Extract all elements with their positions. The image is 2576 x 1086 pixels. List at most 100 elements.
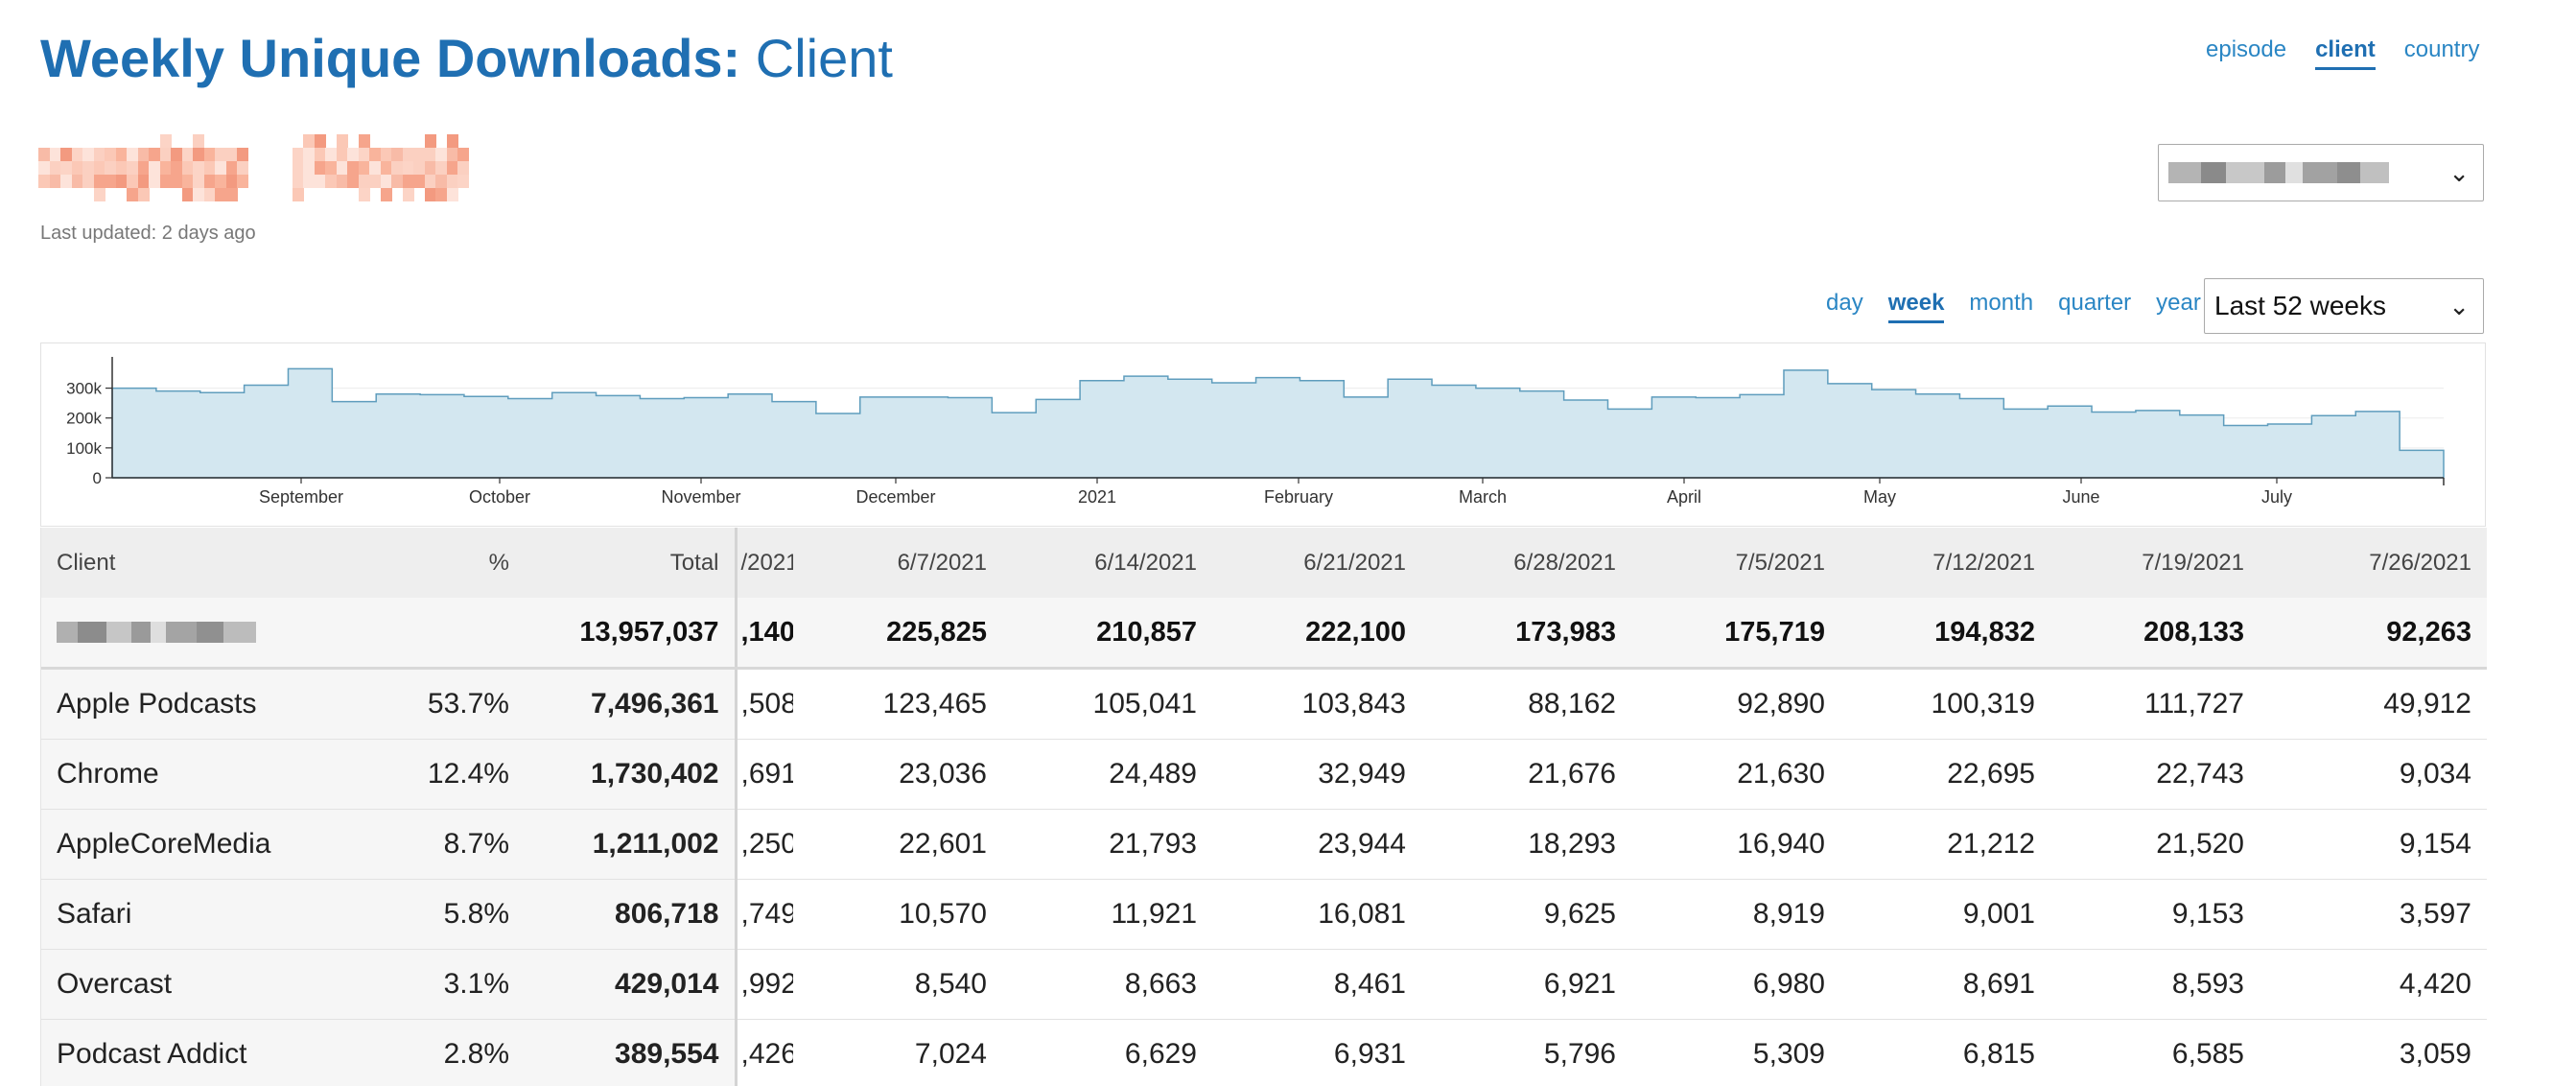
col-week[interactable]: 6/21/2021 [1212, 528, 1421, 598]
week-bar [1564, 400, 1608, 478]
podcast-select[interactable]: ⌄ [2158, 144, 2484, 201]
total-week-value: 208,133 [2050, 598, 2260, 670]
table-row[interactable]: Overcast 3.1% 429,014,992 8,540 8,663 8,461 6,… [41, 949, 2487, 1020]
chevron-down-icon: ⌄ [2448, 157, 2470, 187]
redacted-pixel [435, 161, 447, 175]
week-value: 21,212 [1840, 809, 2050, 880]
week-bar [1872, 390, 1916, 478]
redacted-pixel [380, 161, 392, 175]
col-week[interactable]: 6/7/2021 [793, 528, 1002, 598]
tab-episode[interactable]: episode [2206, 36, 2287, 62]
week-bar [420, 394, 464, 478]
week-value: 21,520 [2050, 809, 2260, 880]
week-bar [376, 394, 420, 478]
redacted-pixel [181, 161, 194, 175]
period-year[interactable]: year [2156, 290, 2201, 316]
redacted-pixel [446, 148, 458, 161]
col-week[interactable]: 7/12/2021 [1840, 528, 2050, 598]
redacted-pixel [105, 161, 116, 175]
col-week[interactable]: 7/19/2021 [2050, 528, 2260, 598]
period-day[interactable]: day [1826, 290, 1863, 316]
redacted-pixel [159, 148, 172, 161]
week-bar [684, 398, 728, 478]
redacted-pixel [215, 175, 226, 188]
tab-client[interactable]: client [2315, 36, 2376, 70]
col-week[interactable]: 7/5/2021 [1631, 528, 1840, 598]
client-pct: 12.4% [271, 739, 525, 810]
redacted-pixel [402, 148, 414, 161]
col-week[interactable]: /2021 [736, 528, 793, 598]
redacted-pixel [71, 175, 83, 188]
week-bar [640, 398, 684, 478]
week-bar [2224, 426, 2268, 479]
redacted-pixel [325, 175, 337, 188]
redacted-pixel [446, 175, 458, 188]
week-bar [1696, 398, 1740, 478]
client-name: Podcast Addict [41, 1019, 271, 1086]
period-week[interactable]: week [1887, 290, 1945, 323]
total-week-value: ,140 [736, 598, 793, 670]
redacted-pixel [413, 161, 425, 175]
redacted-pixel [457, 175, 469, 188]
client-total: 1,730,402 [525, 739, 738, 810]
week-bar [2180, 415, 2224, 478]
redacted-pixel [71, 161, 83, 175]
redacted-pixel [149, 148, 160, 161]
table-row[interactable]: Safari 5.8% 806,718,749 10,570 11,921 16,081 9… [41, 879, 2487, 950]
table-row[interactable]: Chrome 12.4% 1,730,402,691 23,036 24,489 32,9… [41, 739, 2487, 810]
redacted-pixel [60, 148, 72, 161]
client-total: 429,014 [525, 949, 738, 1020]
redacted-pixel [336, 134, 348, 148]
redacted-pixel [137, 161, 150, 175]
redacted-pixel [380, 188, 392, 201]
tab-country[interactable]: country [2403, 36, 2480, 62]
table-row[interactable]: AppleCoreMedia 8.7% 1,211,002,250 22,601 21,… [41, 809, 2487, 880]
redacted-pixel [38, 175, 50, 188]
redacted-pixel [193, 148, 204, 161]
redacted-pixel [105, 175, 116, 188]
col-week[interactable]: 6/28/2021 [1421, 528, 1631, 598]
week-bar [2268, 424, 2312, 478]
redacted-pixel [237, 175, 248, 188]
redacted-pixel [137, 188, 150, 201]
week-bar [816, 413, 860, 478]
week-bar [1784, 370, 1828, 478]
col-total[interactable]: Total [525, 528, 738, 598]
redacted-pixel [193, 134, 204, 148]
downloads-chart: 0 100k 200k 300k September October November Dec… [66, 357, 2445, 507]
col-client[interactable]: Client [41, 528, 271, 598]
week-bar [2136, 411, 2180, 478]
col-week[interactable]: 6/14/2021 [1002, 528, 1212, 598]
redacted-pixel [171, 175, 182, 188]
period-quarter[interactable]: quarter [2058, 290, 2132, 316]
redacted-pixel [336, 175, 348, 188]
redacted-pixel [413, 175, 425, 188]
redacted-pixel [369, 148, 381, 161]
redacted-pixel [215, 148, 226, 161]
redacted-pixel [292, 188, 304, 201]
col-week[interactable]: 7/26/2021 [2260, 528, 2487, 598]
week-bar [1124, 376, 1168, 478]
redacted-pixel [435, 175, 447, 188]
redacted-pixel [314, 148, 326, 161]
week-bar [1300, 381, 1344, 478]
period-month[interactable]: month [1969, 290, 2034, 316]
week-bar [1388, 379, 1432, 478]
range-select[interactable]: Last 52 weeks ⌄ [2204, 278, 2484, 334]
week-value: 22,743 [2050, 739, 2260, 810]
redacted-pixel [446, 134, 458, 148]
col-pct[interactable]: % [271, 528, 525, 598]
redacted-podcast-title [38, 134, 470, 203]
week-value: 6,629 [1002, 1019, 1212, 1086]
week-bar [508, 398, 552, 478]
week-value: 8,919 [1631, 879, 1840, 950]
week-value: 3,059 [2260, 1019, 2487, 1086]
redacted-pixel [49, 175, 61, 188]
client-total: 1,211,002 [525, 809, 738, 880]
redacted-pixel [347, 175, 359, 188]
table-row[interactable]: Apple Podcasts 53.7% 7,496,361,508 123,465 1… [41, 668, 2487, 740]
redacted-pixel [115, 175, 128, 188]
redacted-pixel [82, 175, 94, 188]
table-row[interactable]: Podcast Addict 2.8% 389,554,426 7,024 6,629 6… [41, 1019, 2487, 1086]
redacted-pixel [82, 161, 94, 175]
